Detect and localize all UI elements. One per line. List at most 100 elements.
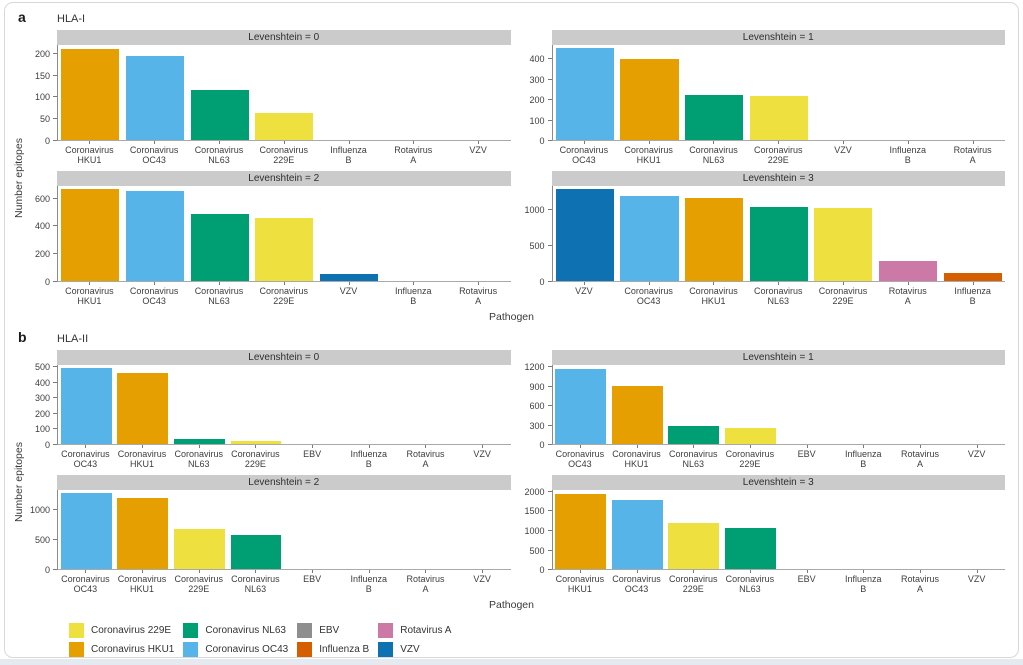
y-axis: 0 200 400 600 [24,186,57,287]
facet-strip: Levenshtein = 1 [551,30,1005,45]
x-tick-line: 229E [767,155,789,165]
x-tick-line: NL63 [208,296,230,306]
y-tick-label: 150 [34,70,50,81]
legend-column: Coronavirus NL63 Coronavirus OC43 [183,623,288,657]
y-tick-mark [547,99,552,101]
panel-hla2: b HLA-II Number epitopes Levenshtein = 0… [13,329,1005,611]
plot-panel [551,45,1005,141]
x-tick-mark [198,445,200,448]
x-tick-line: OC43 [636,296,661,306]
x-axis-labels: Coronavirus OC43 Coronavirus HKU1 Coronaviru… [24,570,511,594]
x-tick-label: VZV [454,570,511,594]
x-tick-line: Influenza [330,145,367,155]
y-tick-mark [53,444,57,445]
bar-coronavirus-oc43 [611,500,663,569]
x-tick-label: Coronavirus OC43 [122,141,187,165]
y-tick-mark [53,509,57,511]
x-tick-line: Coronavirus [668,574,718,584]
y-axis-spacer [24,570,57,594]
x-tick-label: Coronavirus NL63 [722,570,779,594]
bar-coronavirus-hku1 [61,189,120,281]
x-tick-label: Rotavirus A [381,141,446,165]
bar-slot [940,45,1005,140]
x-tick-line: OC43 [572,155,596,165]
x-axis-labels: Coronavirus OC43 Coronavirus HKU1 Coronaviru… [519,141,1006,165]
x-tick-line: Rotavirus [888,286,927,296]
y-axis-spacer [24,475,57,490]
y-axis-spacer [519,445,552,469]
x-tick-line: B [969,296,976,306]
x-tick-line: Coronavirus [689,286,738,296]
x-tick-line: NL63 [682,459,704,469]
bar-slot [317,45,382,140]
x-tick-line: 229E [244,459,266,469]
bar-slot [876,186,941,281]
x-tick-line: Coronavirus [725,449,775,459]
x-tick-mark [413,282,415,285]
x-tick-mark [579,570,581,573]
x-tick-mark [255,445,257,448]
x-tick-mark [843,141,845,144]
x-tick-label: Influenza B [875,141,940,165]
x-tick-line: Influenza [395,286,432,296]
x-tick-line: B [904,155,911,165]
bar-coronavirus-229e [255,218,314,281]
x-tick-mark [478,141,480,144]
panel-a-header: a HLA-I [18,9,1005,27]
x-tick-label: Rotavirus A [875,282,940,306]
x-tick-line: Coronavirus [61,449,110,459]
y-tick-mark [53,366,57,368]
x-tick-label: Coronavirus 229E [227,445,284,469]
x-tick-label: Coronavirus 229E [746,141,811,165]
y-tick-label: 1000 [524,205,545,216]
x-tick-label: Rotavirus A [892,445,949,469]
y-tick-mark [547,510,552,512]
x-tick-label: Coronavirus NL63 [746,282,811,306]
page-bottom-strip [0,659,1023,665]
x-tick-line: Coronavirus [174,574,223,584]
y-tick-mark [53,381,57,383]
facet-grid-a: Levenshtein = 0 0 50 100 150 200 Coronavirus HK… [24,30,1005,306]
y-axis-spacer [519,141,552,165]
x-tick-mark [648,282,650,285]
y-tick-mark [53,118,57,120]
x-tick-line: A [475,296,482,306]
facet-plot-area: 0 100 200 300 400 [519,45,1005,146]
facet-strip: Levenshtein = 0 [57,350,511,365]
x-tick-label: Influenza B [835,570,892,594]
x-tick-line: HKU1 [77,155,102,165]
x-tick-label: Rotavirus A [397,570,454,594]
legend-column: Coronavirus 229E Coronavirus HKU1 [69,623,174,657]
bar-coronavirus-nl63 [725,528,776,569]
facet-levenshtein-2: Levenshtein = 2 0 200 400 600 Coronavirus HKU1… [24,171,511,306]
facet-strip: Levenshtein = 0 [57,30,511,45]
y-tick-label: 900 [529,381,545,392]
x-tick-label: Influenza B [940,282,1005,306]
facet-strip-label: Levenshtein = 0 [248,32,320,43]
facet-strip-row: Levenshtein = 3 [519,475,1005,490]
legend-item-rotavirus-a: Rotavirus A [378,623,451,638]
x-tick-line: Coronavirus [194,286,244,296]
x-tick-label: Coronavirus NL63 [187,282,252,306]
facet-grid-b: Levenshtein = 0 0 100 200 300 400 500 Coronavir… [24,350,1005,594]
bar-slot [252,186,317,281]
x-tick-mark [482,445,484,448]
y-tick-label: 300 [529,420,545,431]
bar-slot [779,490,836,569]
bar-slot [187,186,252,281]
x-tick-label: Coronavirus 229E [665,570,722,594]
y-tick-label: 0 [539,440,545,450]
bar-coronavirus-oc43 [620,195,679,281]
x-tick-line: Coronavirus [117,574,167,584]
x-tick-label: Coronavirus OC43 [57,570,114,594]
facet-strip-row: Levenshtein = 1 [519,30,1005,45]
x-tick-mark [283,141,285,144]
y-axis: 0 100 200 300 400 [519,45,552,146]
bar-slot [553,186,618,281]
x-tick-mark [198,570,200,573]
bar-slot [948,490,1005,569]
y-tick-mark [547,424,552,426]
bar-slot [171,490,228,569]
y-tick-mark [547,119,552,121]
x-tick-line: Coronavirus [753,145,803,155]
